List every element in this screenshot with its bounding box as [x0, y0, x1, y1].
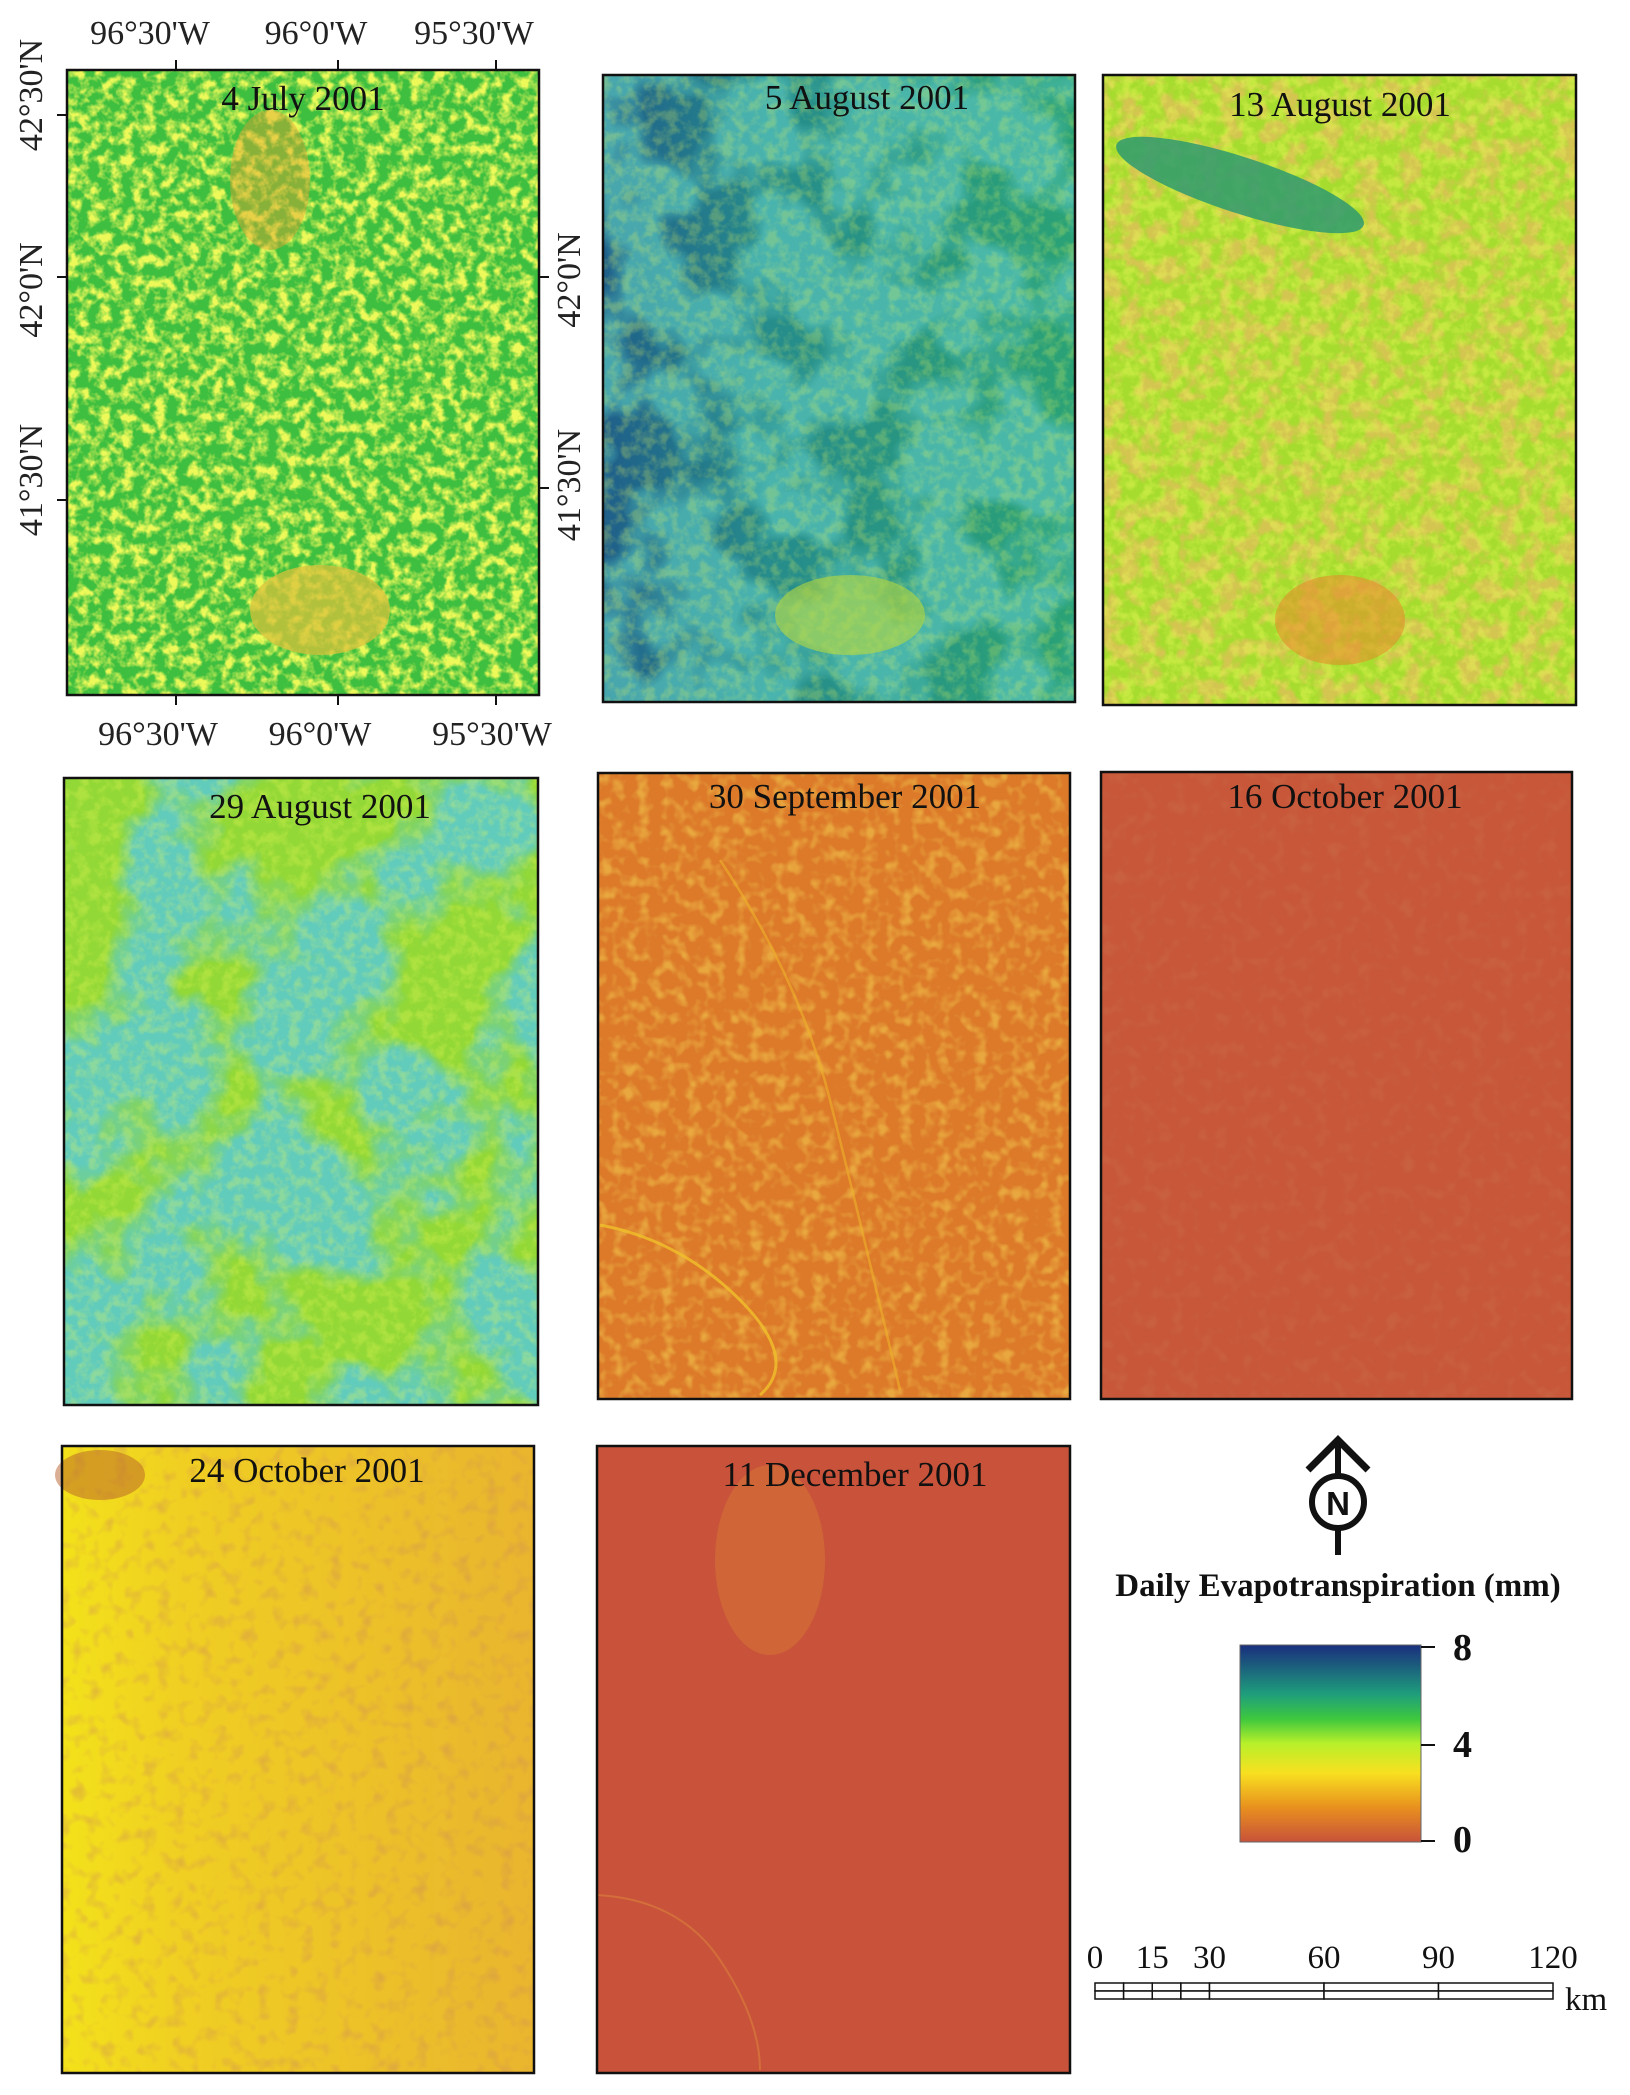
scale-segment — [1094, 1990, 1125, 2000]
panel-title: 11 December 2001 — [723, 1455, 988, 1494]
scale-label: 120 — [1528, 1940, 1578, 1976]
scale-segment — [1122, 1982, 1153, 1992]
legend: Daily Evapotranspiration (mm) 8 4 0 — [1115, 1568, 1561, 1861]
panel-16-october: 16 October 2001 — [1099, 770, 1574, 1401]
scale-segment — [1208, 1982, 1325, 1992]
legend-mid-label: 4 — [1453, 1724, 1472, 1766]
lon-label-bottom: 95°30'W — [432, 716, 553, 753]
scale-segment — [1151, 1990, 1182, 2000]
scale-segment — [1437, 1982, 1554, 1992]
scale-label: 30 — [1193, 1940, 1226, 1976]
scale-segment — [1094, 1982, 1125, 1992]
panel-title: 16 October 2001 — [1227, 777, 1462, 816]
panel-title: 5 August 2001 — [765, 78, 969, 117]
north-letter: N — [1326, 1485, 1350, 1522]
panel-title: 24 October 2001 — [189, 1451, 424, 1490]
panel-11-december: 11 December 2001 — [595, 1444, 1072, 2075]
panel-24-october: 24 October 2001 — [55, 1444, 536, 2075]
scale-label: 0 — [1087, 1940, 1104, 1976]
panel-title: 4 July 2001 — [221, 79, 384, 118]
scale-segment — [1122, 1990, 1153, 2000]
scale-label: 60 — [1308, 1940, 1341, 1976]
scale-segment — [1180, 1990, 1211, 2000]
lon-label-top: 95°30'W — [414, 15, 535, 52]
panel-4-july: 4 July 2001 — [65, 68, 541, 697]
scale-segment — [1323, 1990, 1440, 2000]
lat-label-mid: 42°0'N — [551, 232, 588, 327]
scale-label: 15 — [1136, 1940, 1169, 1976]
lat-label-left: 41°30'N — [13, 424, 50, 536]
legend-max-label: 8 — [1453, 1627, 1472, 1669]
panel-13-august: 13 August 2001 — [1101, 73, 1578, 707]
scale-segment — [1208, 1990, 1325, 2000]
lat-label-left: 42°30'N — [13, 39, 50, 151]
panel-title: 13 August 2001 — [1229, 85, 1451, 124]
scale-segment — [1323, 1982, 1440, 1992]
scale-label: 90 — [1422, 1940, 1455, 1976]
panel-title: 30 September 2001 — [709, 777, 981, 816]
panel-30-september: 30 September 2001 — [596, 771, 1072, 1401]
legend-min-label: 0 — [1453, 1819, 1472, 1861]
scale-segment — [1437, 1990, 1554, 2000]
panel-title: 29 August 2001 — [209, 787, 431, 826]
north-arrow-icon: N — [1305, 1435, 1371, 1555]
lat-label-mid: 41°30'N — [551, 429, 588, 541]
legend-color-ramp — [1239, 1644, 1422, 1843]
scale-segment — [1151, 1982, 1182, 1992]
legend-title: Daily Evapotranspiration (mm) — [1115, 1568, 1561, 1604]
scale-segment — [1180, 1982, 1211, 1992]
scale-bar: 0 15 30 60 90 120 km — [1087, 1940, 1608, 2018]
panel-29-august: 29 August 2001 — [62, 776, 540, 1407]
panel-5-august: 5 August 2001 — [601, 73, 1077, 704]
coordinate-grid-labels: 96°30'W 96°0'W 95°30'W 96°30'W 96°0'W 95… — [13, 15, 588, 753]
lon-label-bottom: 96°30'W — [98, 716, 219, 753]
lat-label-left: 42°0'N — [13, 242, 50, 337]
lon-label-top: 96°30'W — [90, 15, 211, 52]
scale-unit: km — [1565, 1982, 1608, 2018]
lon-label-bottom: 96°0'W — [269, 716, 373, 753]
lon-label-top: 96°0'W — [265, 15, 369, 52]
